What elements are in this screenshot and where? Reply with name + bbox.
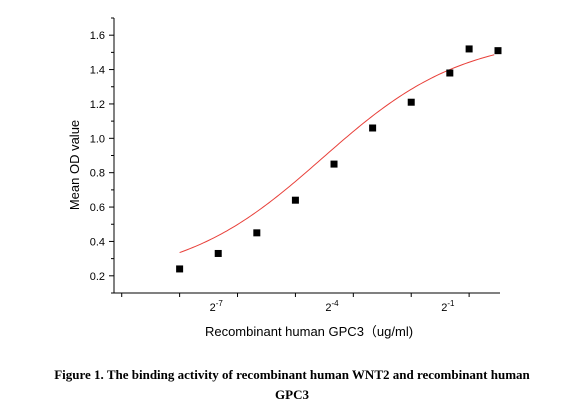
y-tick-label: 1.4 <box>90 65 105 77</box>
data-point <box>214 249 222 257</box>
data-point <box>369 124 377 132</box>
data-point <box>465 45 473 53</box>
x-axis-label: Recombinant human GPC3（ug/ml) <box>205 324 413 339</box>
data-point <box>176 265 184 273</box>
y-tick-label: 0.8 <box>90 168 105 180</box>
y-axis-label: Mean OD value <box>67 120 82 210</box>
y-tick-label: 1.2 <box>90 99 105 111</box>
data-point <box>253 229 261 237</box>
x-tick-label-base: 2 <box>325 302 331 314</box>
data-point <box>446 69 454 77</box>
x-tick-label-base: 2 <box>441 302 447 314</box>
data-points <box>176 45 502 273</box>
figure-caption-line-1: Figure 1. The binding activity of recomb… <box>54 367 530 382</box>
data-point <box>291 196 299 204</box>
chart-svg: 0.20.40.60.81.01.21.41.6 2-7 2-4 2-1 Mean … <box>67 17 502 339</box>
x-tick-label: 2-4 <box>325 299 339 314</box>
data-point <box>494 47 502 55</box>
x-tick-label: 2-7 <box>210 299 224 314</box>
x-ticks: 2-7 2-4 2-1 <box>121 293 470 314</box>
x-tick-label-exponent: -7 <box>216 299 224 308</box>
x-tick-label-exponent: -4 <box>332 299 340 308</box>
y-tick-label: 0.2 <box>90 271 105 283</box>
data-point <box>407 98 415 106</box>
y-tick-label: 0.6 <box>90 202 105 214</box>
x-tick-label: 2-1 <box>441 299 455 314</box>
figure-caption-line-2: GPC3 <box>275 387 309 402</box>
y-tick-label: 1.0 <box>90 133 105 145</box>
x-tick-label-exponent: -1 <box>447 299 455 308</box>
y-tick-label: 1.6 <box>90 30 105 42</box>
data-point <box>330 160 338 168</box>
x-tick-label-base: 2 <box>210 302 216 314</box>
y-ticks: 0.2 0.4 0.6 0.8 1.0 1.2 1.4 1.6 <box>90 17 114 294</box>
y-tick-label: 0.4 <box>90 236 105 248</box>
fit-curve <box>179 54 495 254</box>
axes <box>113 18 500 294</box>
